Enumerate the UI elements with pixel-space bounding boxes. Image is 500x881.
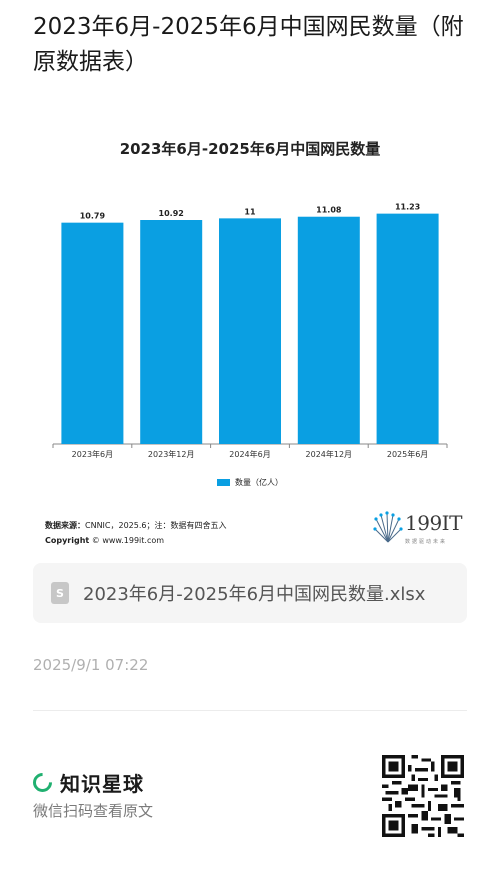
app-logo: 知识星球 [29, 768, 144, 797]
attachment-file[interactable]: S 2023年6月-2025年6月中国网民数量.xlsx [33, 563, 467, 623]
zsxq-logo-icon [29, 769, 56, 796]
bar [376, 213, 439, 444]
brand-logo: 199IT 数据驱动未来 [373, 511, 463, 547]
brand-sub: 数据驱动未来 [405, 539, 448, 545]
data-label: 11.23 [395, 203, 420, 212]
bar [61, 222, 124, 444]
qr-code[interactable] [382, 755, 464, 837]
source-label: 数据来源： [45, 521, 85, 530]
chart-legend: 数量（亿人） [33, 477, 467, 488]
bar [140, 220, 203, 444]
attachment-filename: 2023年6月-2025年6月中国网民数量.xlsx [83, 584, 426, 605]
chart-source: 数据来源：CNNIC，2025.6；注：数据有四舍五入 Copyright © … [45, 518, 227, 548]
x-tick-label: 2023年6月 [72, 449, 113, 459]
bar [297, 216, 360, 444]
copyright-label: Copyright [45, 536, 90, 545]
divider [33, 710, 467, 711]
source-text: CNNIC，2025.6；注：数据有四舍五入 [85, 521, 227, 530]
post-timestamp: 2025/9/1 07:22 [33, 656, 149, 674]
data-label: 11 [244, 207, 256, 216]
x-tick-label: 2024年12月 [306, 449, 353, 459]
data-label: 10.79 [80, 212, 106, 221]
scan-hint: 微信扫码查看原文 [33, 802, 154, 820]
chart-title: 2023年6月-2025年6月中国网民数量 [119, 140, 381, 158]
brand-flower-icon [373, 511, 403, 543]
bar-chart: 10.79 2023年6月 10.92 2023年12月 11 2024年6月 11.08 2… [52, 203, 448, 459]
bar [219, 218, 281, 444]
copyright-text: © www.199it.com [91, 536, 165, 545]
chart-image[interactable]: 2023年6月-2025年6月中国网民数量 10.79 2023年6月 10.92 2… [33, 108, 467, 558]
x-tick-label: 2024年6月 [229, 449, 270, 459]
spreadsheet-file-icon: S [51, 582, 69, 604]
data-label: 11.08 [316, 206, 342, 215]
legend-label: 数量（亿人） [235, 478, 283, 487]
x-tick-label: 2023年12月 [148, 449, 195, 459]
post-title: 2023年6月-2025年6月中国网民数量（附原数据表） [33, 14, 464, 75]
legend-swatch [217, 479, 230, 486]
app-name: 知识星球 [60, 772, 144, 796]
brand-name: 199IT [405, 511, 462, 535]
data-label: 10.92 [159, 209, 184, 218]
x-tick-label: 2025年6月 [387, 449, 428, 459]
